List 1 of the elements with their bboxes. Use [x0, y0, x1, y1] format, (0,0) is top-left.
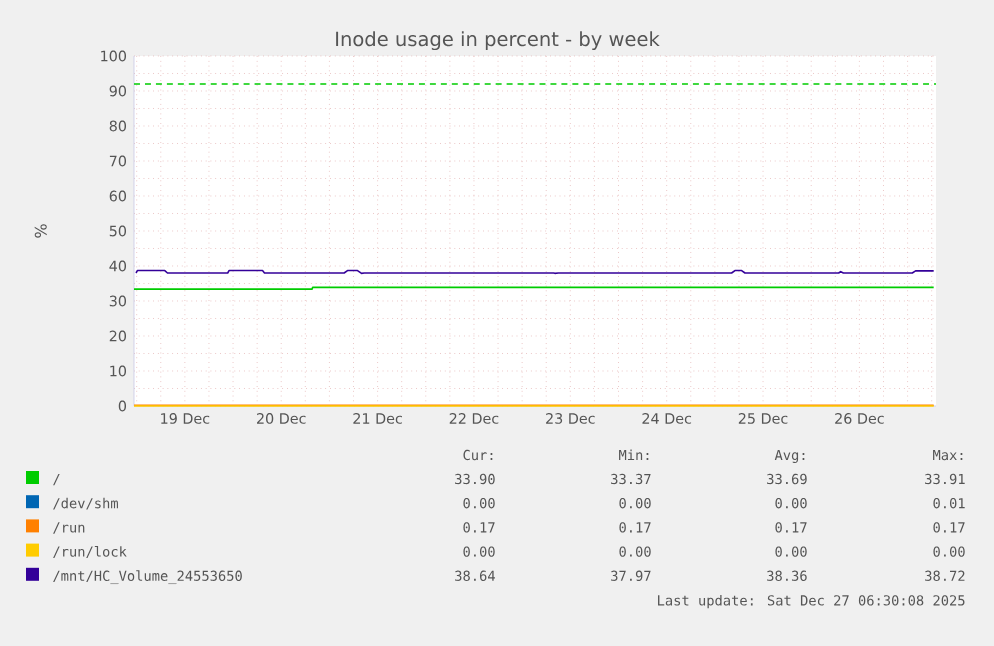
- chart-title: Inode usage in percent - by week: [336, 31, 660, 51]
